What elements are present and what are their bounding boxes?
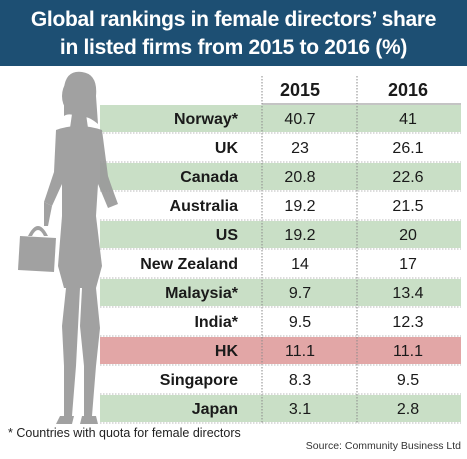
value-2015-cell: 19.2: [284, 198, 315, 215]
value-2015-cell: 23: [291, 140, 309, 157]
country-label: Malaysia*: [165, 285, 239, 302]
value-2016-cell: 9.5: [397, 372, 419, 389]
country-label: India*: [194, 314, 238, 331]
row-background: [100, 163, 461, 190]
country-label: Canada: [180, 169, 238, 186]
value-2016-cell: 2.8: [397, 401, 419, 418]
value-2015-cell: 14: [291, 256, 309, 273]
country-label: Norway*: [174, 111, 239, 128]
country-label: Japan: [192, 401, 238, 418]
value-2015-cell: 11.1: [285, 343, 315, 360]
value-2016-cell: 11.1: [393, 343, 423, 360]
value-2015-cell: 20.8: [284, 169, 315, 186]
rankings-table: 2015 2016 Norway* 40.7 41 UK 23 26.1 Canada 20.8 2…: [100, 76, 461, 424]
country-label: US: [216, 227, 239, 244]
value-2016-cell: 17: [399, 256, 417, 273]
footnote: * Countries with quota for female direct…: [8, 426, 241, 440]
value-2015-cell: 19.2: [284, 227, 315, 244]
country-label: HK: [215, 343, 239, 360]
value-2015-cell: 9.7: [289, 285, 311, 302]
value-2016-cell: 22.6: [392, 169, 423, 186]
value-2016-cell: 26.1: [392, 140, 423, 157]
row-background: [100, 279, 461, 306]
woman-silhouette-icon: [18, 71, 118, 424]
value-2016-cell: 21.5: [392, 198, 423, 215]
row-background: [100, 105, 461, 132]
column-header: 2016: [388, 80, 428, 100]
value-2016-cell: 13.4: [392, 285, 423, 302]
row-background: [100, 221, 461, 248]
value-2016-cell: 12.3: [392, 314, 423, 331]
value-2015-cell: 40.7: [284, 111, 315, 128]
country-label: Australia: [170, 198, 239, 215]
value-2016-cell: 20: [399, 227, 417, 244]
country-label: New Zealand: [140, 256, 238, 273]
value-2015-cell: 9.5: [289, 314, 311, 331]
source-credit: Source: Community Business Ltd: [305, 440, 461, 452]
chart-title-line-2: in listed firms from 2015 to 2016 (%): [59, 36, 408, 59]
value-2015-cell: 3.1: [289, 401, 311, 418]
country-label: UK: [215, 140, 239, 157]
value-2016-cell: 41: [399, 111, 417, 128]
value-2015-cell: 8.3: [289, 372, 311, 389]
chart-title-line-1: Global rankings in female directors’ sha…: [30, 8, 437, 31]
column-header: 2015: [280, 80, 320, 100]
row-background: [100, 395, 461, 422]
country-label: Singapore: [160, 372, 238, 389]
title-bar: Global rankings in female directors’ sha…: [0, 0, 467, 66]
row-background: [100, 337, 461, 364]
